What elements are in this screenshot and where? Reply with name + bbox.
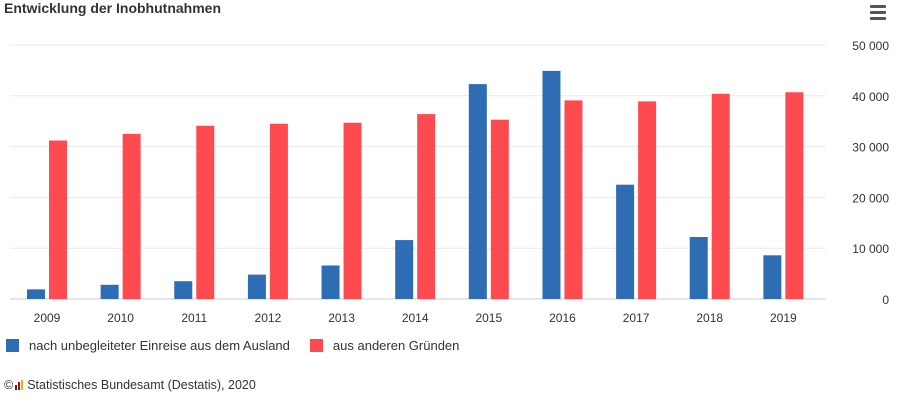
x-tick-label: 2011 xyxy=(181,311,207,325)
bar-series-1 xyxy=(27,289,45,299)
copyright-symbol: © xyxy=(4,378,14,392)
bar-series-1 xyxy=(395,240,414,299)
bar-series-1 xyxy=(321,265,340,299)
y-tick-label: 40 000 xyxy=(852,90,889,104)
x-tick-label: 2018 xyxy=(696,311,723,325)
bar-series-2 xyxy=(269,123,288,300)
legend-label-series-2: aus anderen Gründen xyxy=(332,338,460,353)
bar-series-2 xyxy=(343,122,362,299)
hamburger-menu-icon[interactable] xyxy=(868,5,890,23)
x-tick-label: 2012 xyxy=(255,311,282,325)
bar-series-2 xyxy=(490,119,509,300)
chart-legend: nach unbegleiteter Einreise aus dem Ausl… xyxy=(6,338,479,353)
x-tick-label: 2016 xyxy=(549,311,576,325)
bar-series-2 xyxy=(638,101,657,299)
legend-item-series-1[interactable]: nach unbegleiteter Einreise aus dem Ausl… xyxy=(6,338,290,353)
x-tick-label: 2019 xyxy=(770,311,797,325)
x-tick-label: 2009 xyxy=(34,311,61,325)
bar-series-2 xyxy=(49,140,67,299)
bar-series-2 xyxy=(417,114,436,299)
legend-item-series-2[interactable]: aus anderen Gründen xyxy=(309,338,460,353)
bar-series-2 xyxy=(785,92,804,299)
legend-swatch-series-2 xyxy=(309,339,323,352)
bar-series-1 xyxy=(468,84,487,299)
y-tick-label: 50 000 xyxy=(852,39,889,53)
bar-series-1 xyxy=(763,255,782,299)
bar-chart: 0 10 000 20 000 30 000 40 000 50 000 2009 2010 2… xyxy=(10,39,889,325)
y-tick-label: 20 000 xyxy=(852,191,889,205)
bar-series-1 xyxy=(542,70,561,300)
x-tick-label: 2013 xyxy=(328,311,355,325)
chart-title: Entwicklung der Inobhutnahmen xyxy=(4,0,221,16)
x-tick-label: 2017 xyxy=(623,311,650,325)
bar-series-1 xyxy=(247,274,266,299)
source-footer: © Statistisches Bundesamt (Destatis), 20… xyxy=(4,378,256,392)
x-tick-label: 2014 xyxy=(402,311,429,325)
bar-series-2 xyxy=(564,100,583,299)
y-tick-label: 0 xyxy=(882,293,889,307)
bar-series-1 xyxy=(100,284,119,299)
bar-series-1 xyxy=(689,237,708,299)
bar-series-2 xyxy=(711,93,730,299)
x-tick-label: 2010 xyxy=(107,311,134,325)
y-tick-label: 30 000 xyxy=(852,141,889,155)
legend-swatch-series-1 xyxy=(6,339,19,352)
bar-series-1 xyxy=(616,184,635,299)
bar-series-1 xyxy=(174,281,193,299)
bar-series-2 xyxy=(196,125,215,299)
source-text: Statistisches Bundesamt (Destatis), 2020 xyxy=(27,378,256,392)
x-tick-label: 2015 xyxy=(475,311,502,325)
bar-series-2 xyxy=(122,133,141,299)
destatis-logo-icon xyxy=(15,380,24,390)
y-tick-label: 10 000 xyxy=(852,242,889,256)
legend-label-series-1: nach unbegleiteter Einreise aus dem Ausl… xyxy=(29,338,290,353)
